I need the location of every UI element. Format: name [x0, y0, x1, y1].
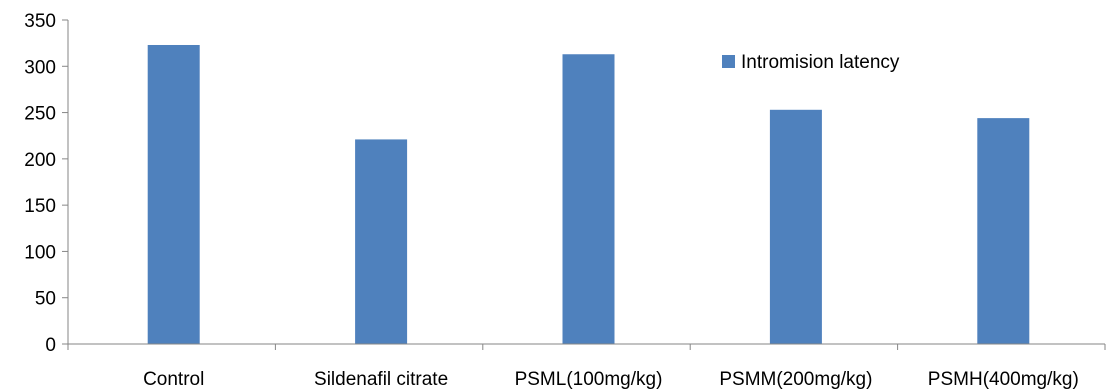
- y-tick-label: 150: [24, 196, 56, 217]
- x-tick-label: PSMM(200mg/kg): [719, 369, 872, 390]
- y-tick-label: 0: [45, 335, 56, 356]
- x-axis: Control Sildenafil citrate PSML(100mg/kg) P…: [67, 343, 1106, 390]
- y-axis: 0 50 100 150 200 250 300 350: [24, 11, 69, 356]
- bar: [562, 54, 615, 344]
- y-tick-label: 50: [35, 289, 56, 310]
- bar: [147, 44, 200, 344]
- bar: [977, 118, 1030, 344]
- y-tick-label: 250: [24, 104, 56, 125]
- y-tick-label: 300: [24, 57, 56, 78]
- bar: [769, 109, 822, 345]
- bar: [355, 139, 408, 344]
- bars: [147, 44, 1030, 345]
- x-tick-label: PSML(100mg/kg): [515, 369, 663, 390]
- y-tick-label: 350: [24, 11, 56, 32]
- y-tick-label: 200: [24, 150, 56, 171]
- x-tick-label: Sildenafil citrate: [314, 369, 448, 390]
- x-tick-label: PSMH(400mg/kg): [928, 369, 1079, 390]
- legend: Intromision latency: [722, 52, 900, 73]
- x-tick-label: Control: [143, 369, 204, 390]
- y-tick-label: 100: [24, 242, 56, 263]
- legend-label: Intromision latency: [741, 52, 900, 73]
- legend-swatch: [722, 55, 735, 68]
